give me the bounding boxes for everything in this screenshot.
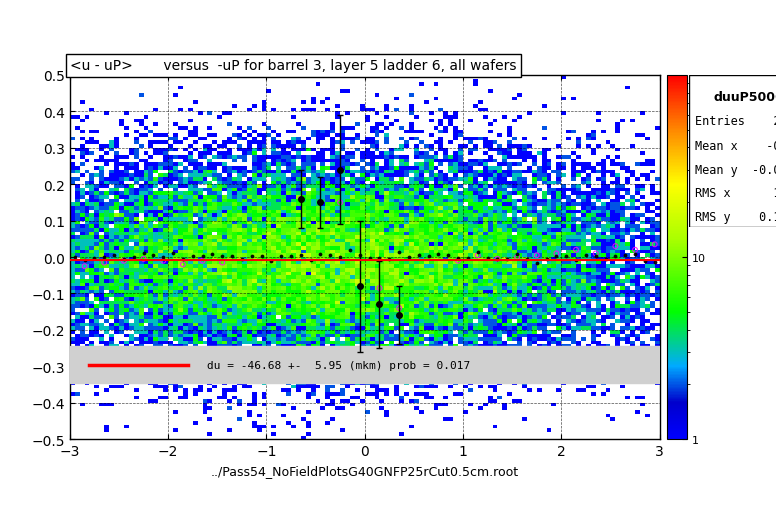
Text: RMS y    0.1454: RMS y 0.1454 bbox=[695, 211, 776, 224]
Text: RMS x      1.757: RMS x 1.757 bbox=[695, 186, 776, 199]
Point bbox=[68, 254, 81, 262]
Point bbox=[98, 259, 110, 267]
Point bbox=[177, 255, 189, 263]
X-axis label: ../Pass54_NoFieldPlotsG40GNFP25rCut0.5cm.root: ../Pass54_NoFieldPlotsG40GNFP25rCut0.5cm… bbox=[210, 464, 519, 477]
Point bbox=[78, 257, 91, 265]
Point bbox=[304, 257, 317, 265]
Text: Mean x    -0.3436: Mean x -0.3436 bbox=[695, 139, 776, 153]
Point bbox=[472, 248, 484, 257]
Point bbox=[226, 252, 238, 260]
Point bbox=[491, 256, 504, 264]
Point bbox=[619, 252, 632, 260]
Point bbox=[452, 254, 464, 262]
Point bbox=[560, 253, 573, 261]
Point bbox=[550, 252, 563, 261]
Point bbox=[265, 258, 278, 266]
Point bbox=[108, 251, 120, 259]
Bar bbox=[70, 346, 660, 383]
Point bbox=[649, 259, 661, 267]
Point bbox=[186, 252, 199, 261]
Point bbox=[649, 241, 661, 249]
Point bbox=[167, 250, 179, 258]
Point bbox=[196, 252, 209, 261]
Point bbox=[373, 255, 386, 263]
Text: duuP5006: duuP5006 bbox=[714, 91, 776, 104]
Point bbox=[196, 257, 209, 265]
Point bbox=[639, 257, 651, 265]
Point bbox=[285, 253, 297, 261]
Text: <u - uP>       versus  -uP for barrel 3, layer 5 ladder 6, all wafers: <u - uP> versus -uP for barrel 3, layer … bbox=[70, 59, 516, 73]
Point bbox=[590, 252, 602, 261]
Point bbox=[550, 250, 563, 258]
Point bbox=[629, 250, 641, 258]
Point bbox=[501, 256, 514, 264]
Point bbox=[314, 199, 327, 207]
Point bbox=[432, 251, 445, 259]
Point bbox=[127, 254, 140, 262]
Point bbox=[255, 252, 268, 260]
Point bbox=[363, 254, 376, 262]
Point bbox=[383, 256, 396, 264]
Point bbox=[531, 251, 543, 260]
Point bbox=[157, 257, 169, 265]
Point bbox=[88, 254, 101, 262]
Point bbox=[531, 259, 543, 267]
Point bbox=[393, 248, 405, 257]
Point bbox=[481, 255, 494, 263]
Point bbox=[354, 251, 366, 260]
Point bbox=[118, 256, 130, 264]
Point bbox=[580, 251, 592, 259]
Point bbox=[334, 253, 346, 261]
Point bbox=[422, 252, 435, 260]
Point bbox=[236, 255, 248, 263]
Point bbox=[393, 305, 405, 313]
Point bbox=[491, 256, 504, 264]
Point bbox=[157, 253, 169, 261]
Point bbox=[442, 251, 455, 260]
Point bbox=[403, 253, 415, 261]
Point bbox=[373, 284, 386, 292]
Point bbox=[609, 252, 622, 260]
Text: Entries    28638: Entries 28638 bbox=[695, 115, 776, 128]
Text: du = -46.68 +-  5.95 (mkm) prob = 0.017: du = -46.68 +- 5.95 (mkm) prob = 0.017 bbox=[207, 360, 471, 370]
FancyBboxPatch shape bbox=[689, 76, 776, 227]
Point bbox=[295, 195, 307, 204]
Point bbox=[590, 250, 602, 258]
Point bbox=[314, 250, 327, 258]
Point bbox=[629, 246, 641, 255]
Point bbox=[324, 251, 337, 259]
Point bbox=[78, 263, 91, 271]
Point bbox=[216, 252, 228, 260]
Point bbox=[570, 246, 582, 255]
Point bbox=[275, 253, 287, 261]
Text: Mean y  -0.008578: Mean y -0.008578 bbox=[695, 164, 776, 177]
Point bbox=[472, 251, 484, 260]
Point bbox=[609, 242, 622, 250]
Point bbox=[344, 247, 356, 255]
Point bbox=[413, 251, 425, 260]
Point bbox=[245, 252, 258, 260]
Point bbox=[295, 251, 307, 259]
Point bbox=[452, 257, 464, 265]
Point bbox=[511, 251, 523, 259]
Point bbox=[206, 251, 219, 259]
Point bbox=[118, 257, 130, 265]
Point bbox=[137, 249, 150, 257]
Point bbox=[137, 256, 150, 264]
Point bbox=[147, 251, 160, 260]
Point bbox=[511, 254, 523, 262]
Point bbox=[540, 256, 553, 264]
Point bbox=[462, 254, 474, 262]
Point bbox=[98, 254, 110, 262]
Point bbox=[521, 256, 533, 264]
Point bbox=[216, 259, 228, 267]
Point bbox=[570, 257, 582, 265]
Point bbox=[177, 261, 189, 269]
Point bbox=[599, 256, 611, 264]
Point bbox=[334, 199, 346, 207]
